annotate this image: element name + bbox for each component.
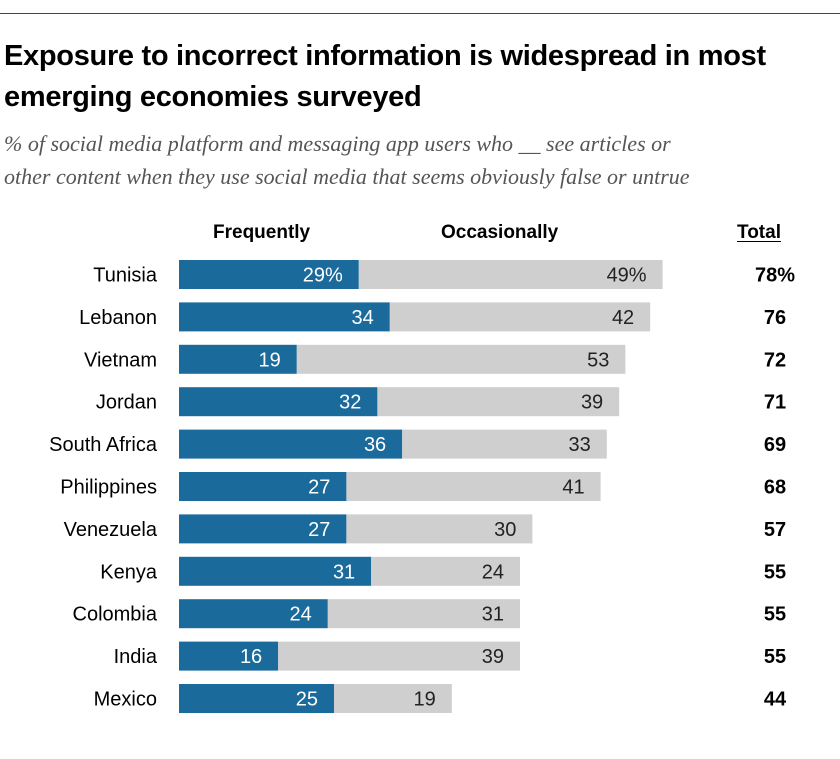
totals-header: Total [737, 222, 781, 243]
value-occasionally-tunisia: 49% [607, 265, 647, 287]
country-label-lebanon: Lebanon [79, 307, 157, 329]
country-label-colombia: Colombia [73, 604, 158, 626]
value-frequently-tunisia: 29% [303, 265, 343, 287]
value-occasionally-vietnam: 53 [587, 349, 609, 371]
value-frequently-venezuela: 27 [308, 519, 330, 541]
country-label-south-africa: South Africa [49, 434, 158, 456]
total-value-philippines: 68 [764, 477, 786, 499]
total-value-india: 55 [764, 646, 786, 668]
bar-frequently-kenya [179, 556, 372, 586]
bar-frequently-india [179, 641, 279, 671]
total-value-jordan: 71 [764, 392, 786, 414]
bar-frequently-tunisia [179, 260, 359, 289]
bar-frequently-colombia [179, 599, 328, 629]
bar-frequently-lebanon [179, 302, 390, 332]
value-frequently-jordan: 32 [339, 392, 361, 414]
bar-occasionally-jordan [377, 387, 620, 417]
value-occasionally-jordan: 39 [581, 392, 603, 414]
value-frequently-colombia: 24 [290, 604, 312, 626]
bar-occasionally-kenya [371, 556, 520, 586]
value-occasionally-india: 39 [482, 646, 504, 668]
chart-subtitle: % of social media platform and messaging… [4, 127, 840, 193]
bar-occasionally-venezuela [346, 514, 533, 544]
value-occasionally-kenya: 24 [482, 561, 504, 583]
bar-frequently-venezuela [179, 514, 347, 544]
subtitle-line-1: % of social media platform and messaging… [4, 131, 671, 156]
bar-occasionally-south-africa [402, 429, 607, 459]
country-label-venezuela: Venezuela [64, 519, 158, 541]
value-frequently-kenya: 31 [333, 561, 355, 583]
value-frequently-lebanon: 34 [352, 307, 374, 329]
total-value-tunisia: 78% [755, 265, 795, 287]
value-occasionally-colombia: 31 [482, 604, 504, 626]
country-label-jordan: Jordan [96, 392, 157, 414]
legend-frequently: Frequently [213, 222, 311, 243]
country-label-mexico: Mexico [94, 689, 157, 711]
country-label-philippines: Philippines [60, 477, 157, 499]
value-frequently-south-africa: 36 [364, 434, 386, 456]
bar-frequently-vietnam [179, 344, 297, 374]
total-value-colombia: 55 [764, 604, 786, 626]
bar-occasionally-india [278, 641, 520, 671]
total-value-mexico: 44 [764, 689, 787, 711]
value-occasionally-philippines: 41 [562, 477, 584, 499]
value-frequently-mexico: 25 [296, 689, 318, 711]
country-label-vietnam: Vietnam [84, 349, 157, 371]
subtitle-line-2: other content when they use social media… [4, 164, 690, 189]
total-value-vietnam: 72 [764, 349, 786, 371]
chart-title: Exposure to incorrect information is wid… [4, 40, 766, 113]
bar-occasionally-colombia [327, 599, 520, 629]
bar-frequently-philippines [179, 472, 347, 501]
value-occasionally-lebanon: 42 [612, 307, 634, 329]
bar-occasionally-lebanon [389, 302, 651, 332]
bar-frequently-jordan [179, 387, 378, 417]
value-occasionally-south-africa: 33 [569, 434, 591, 456]
value-frequently-vietnam: 19 [259, 349, 281, 371]
bar-occasionally-vietnam [296, 344, 626, 374]
total-value-lebanon: 76 [764, 307, 786, 329]
total-value-kenya: 55 [764, 561, 786, 583]
country-label-tunisia: Tunisia [93, 265, 158, 287]
bar-frequently-south-africa [179, 429, 403, 459]
value-occasionally-mexico: 19 [414, 689, 436, 711]
country-label-kenya: Kenya [100, 561, 158, 583]
value-occasionally-venezuela: 30 [494, 519, 516, 541]
value-frequently-india: 16 [240, 646, 262, 668]
country-label-india: India [114, 646, 158, 668]
bar-occasionally-philippines [346, 472, 601, 501]
legend-occasionally: Occasionally [441, 222, 559, 243]
bar-frequently-mexico [179, 684, 334, 713]
bar-occasionally-mexico [334, 684, 452, 713]
top-rule [0, 13, 840, 14]
bar-occasionally-tunisia [358, 260, 663, 289]
value-frequently-philippines: 27 [308, 477, 330, 499]
total-value-south-africa: 69 [764, 434, 786, 456]
total-value-venezuela: 57 [764, 519, 786, 541]
